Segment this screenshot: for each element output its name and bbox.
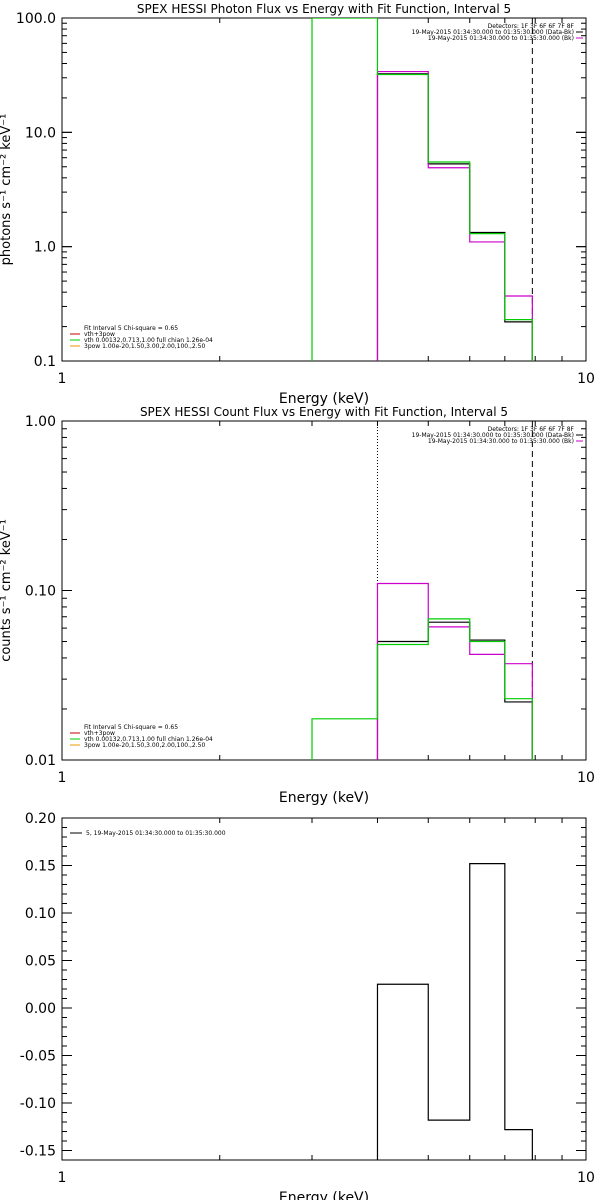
panel-1: SPEX HESSI Photon Flux vs Energy with Fi… xyxy=(0,2,595,407)
fit-legend-entry: vth+3pow xyxy=(84,730,115,737)
plot-frame xyxy=(61,17,587,362)
plot-frame xyxy=(61,817,587,1161)
data-series-group xyxy=(311,582,533,760)
plot-frame xyxy=(61,420,587,761)
fit-legend-entry: Fit Interval 5 Chi-square = 0.65 xyxy=(84,325,178,332)
x-tick-label: 10 xyxy=(577,371,595,387)
y-tick-label: -0.15 xyxy=(20,1144,56,1160)
series-green-steps xyxy=(311,618,533,760)
series-black-steps xyxy=(376,863,533,1160)
top-legend-entry: 19-May-2015 01:34:30.000 to 01:35:30.000… xyxy=(428,438,574,445)
x-tick-label: 10 xyxy=(577,1170,595,1186)
y-tick-label: -0.05 xyxy=(20,1049,56,1065)
top-legend-entry: Detectors: 1F 3F 6F 6F 7F 8F xyxy=(488,426,575,433)
panel-2: SPEX HESSI Count Flux vs Energy with Fit… xyxy=(0,405,595,806)
fit-legend-entry: 3pow 1.00e-20,1.50,3.00,2.00,100.,2.50 xyxy=(84,343,205,350)
x-tick-label: 1 xyxy=(58,770,67,786)
series-black-steps xyxy=(376,73,533,361)
fit-legend-entry: vth 0.00132,0.713,1.00 full chian 1.26e-… xyxy=(84,736,213,743)
y-tick-label: -0.10 xyxy=(20,1096,56,1112)
y-axis-label: photons s⁻¹ cm⁻² keV⁻¹ xyxy=(0,114,14,266)
data-series-group xyxy=(311,18,533,361)
residual-legend-entry: 5, 19-May-2015 01:34:30.000 to 01:35:30.… xyxy=(86,830,226,837)
y-tick-label: 0.15 xyxy=(25,859,56,875)
y-tick-label: 10.0 xyxy=(25,125,56,141)
y-tick-label: 0.10 xyxy=(25,584,56,600)
y-tick-label: 0.10 xyxy=(25,906,56,922)
fit-legend-entry: vth+3pow xyxy=(84,331,115,338)
chart-title: SPEX HESSI Count Flux vs Energy with Fit… xyxy=(140,405,508,419)
top-legend-entry: 19-May-2015 01:34:30.000 to 01:35:30.000… xyxy=(428,35,574,42)
x-tick-label: 1 xyxy=(58,1170,67,1186)
chart-title: SPEX HESSI Photon Flux vs Energy with Fi… xyxy=(137,2,511,16)
series-magenta-steps xyxy=(376,582,533,760)
y-tick-label: 0.20 xyxy=(25,811,56,827)
series-magenta-steps xyxy=(376,70,533,361)
x-tick-label: 1 xyxy=(58,371,67,387)
fit-legend-entry: Fit Interval 5 Chi-square = 0.65 xyxy=(84,724,178,731)
y-tick-label: 1.0 xyxy=(34,240,56,256)
top-legend-entry: 19-May-2015 01:34:30.000 to 01:35:30.000… xyxy=(412,432,574,439)
series-black-steps xyxy=(376,621,533,760)
y-tick-label: 0.05 xyxy=(25,954,56,970)
x-axis-label: Energy (keV) xyxy=(279,790,369,806)
x-tick-label: 10 xyxy=(577,770,595,786)
top-legend-entry: Detectors: 1F 3F 6F 6F 7F 8F xyxy=(488,23,575,30)
fit-legend-entry: 3pow 1.00e-20,1.50,3.00,2.00,100.,2.50 xyxy=(84,742,205,749)
x-axis-label: Energy (keV) xyxy=(279,1190,369,1200)
data-series-group xyxy=(376,863,533,1160)
y-tick-label: 0.00 xyxy=(25,1001,56,1017)
x-axis-label: Energy (keV) xyxy=(279,391,369,407)
panel-3: Energy (keV) 1 10 -0.15 -0.10 -0.05 0.00 0.05 0.… xyxy=(20,811,595,1200)
y-tick-label: 0.1 xyxy=(34,354,56,370)
top-legend-entry: 19-May-2015 01:34:30.000 to 01:35:30.000… xyxy=(412,29,574,36)
fit-legend-entry: vth 0.00132,0.713,1.00 full chian 1.26e-… xyxy=(84,337,213,344)
y-axis-label: counts s⁻¹ cm⁻² keV⁻¹ xyxy=(0,519,14,662)
y-tick-label: 1.00 xyxy=(25,414,56,430)
y-tick-label: 100.0 xyxy=(16,11,56,27)
series-green-steps xyxy=(311,18,533,361)
y-tick-label: 0.01 xyxy=(25,753,56,769)
